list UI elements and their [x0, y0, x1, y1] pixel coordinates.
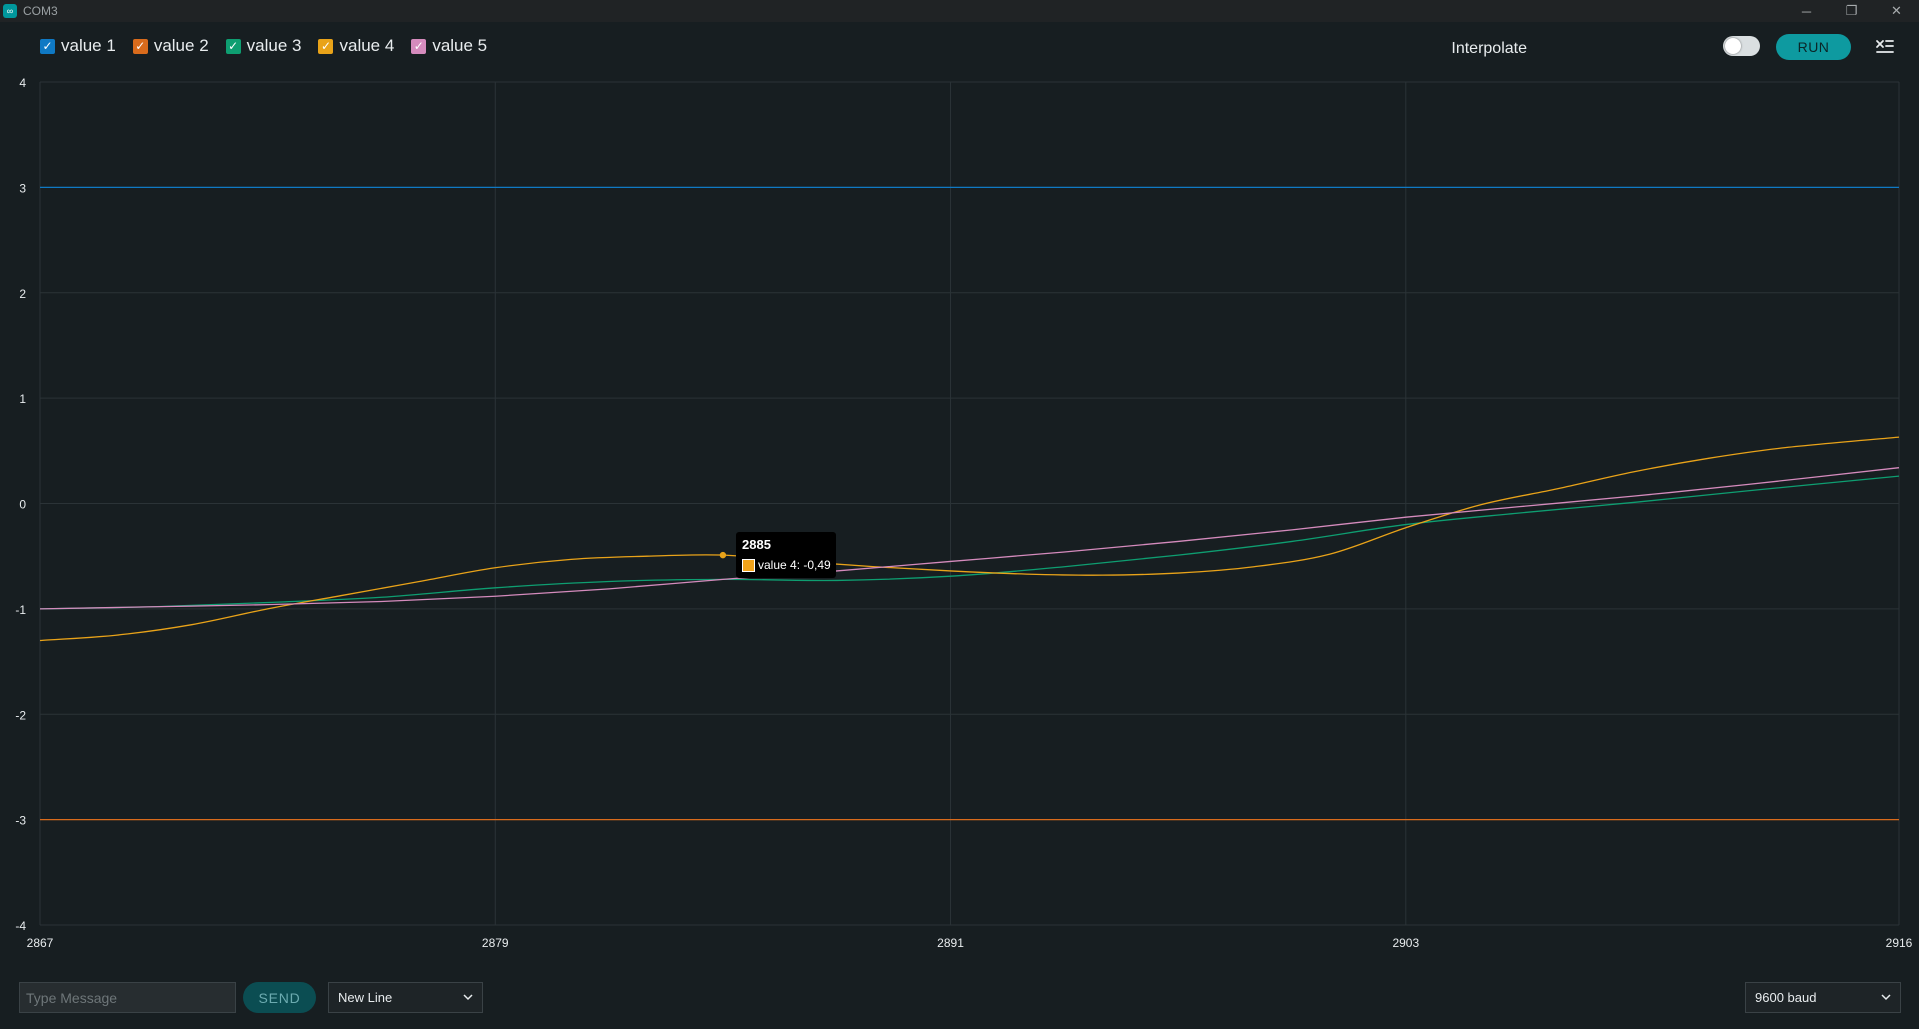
minimize-button[interactable]: ─: [1801, 3, 1812, 19]
checkbox-value-4[interactable]: ✓: [318, 38, 334, 54]
tooltip-swatch: [742, 558, 755, 572]
series-line-value-3: [39, 475, 1900, 610]
checkbox-value-5[interactable]: ✓: [411, 38, 427, 54]
legend-label: value 4: [339, 36, 395, 55]
checkbox-value-2[interactable]: ✓: [132, 38, 148, 54]
series-line-value-5: [39, 467, 1900, 610]
restore-button[interactable]: ❐: [1845, 3, 1858, 18]
x-tick-label: 2916: [1886, 936, 1913, 950]
y-tick-label: -1: [15, 603, 26, 617]
y-tick-label: 0: [19, 498, 26, 512]
line-ending-value: New Line: [338, 990, 393, 1005]
legend-label: value 5: [432, 36, 488, 55]
y-tick-label: 3: [19, 181, 26, 195]
legend-item-value-4[interactable]: ✓ value 4: [318, 36, 394, 56]
x-tick-label: 2903: [1392, 936, 1419, 950]
toggle-knob: [1725, 38, 1741, 54]
y-tick-label: 2: [19, 287, 26, 301]
y-tick-label: -3: [15, 814, 26, 828]
close-button[interactable]: ✕: [1891, 3, 1902, 18]
clear-list-icon[interactable]: [1875, 37, 1895, 57]
y-tick-label: 1: [19, 392, 26, 406]
tooltip-title: 2885: [742, 537, 771, 552]
tooltip-value: value 4: -0,49: [758, 558, 831, 572]
legend-label: value 3: [246, 36, 302, 55]
legend-item-value-2[interactable]: ✓ value 2: [132, 36, 209, 56]
send-button[interactable]: SEND: [243, 982, 316, 1013]
legend-item-value-1[interactable]: ✓ value 1: [40, 36, 116, 56]
checkbox-value-1[interactable]: ✓: [40, 38, 55, 54]
legend-item-value-3[interactable]: ✓ value 3: [225, 36, 302, 56]
x-tick-label: 2867: [27, 936, 54, 950]
legend-item-value-5[interactable]: ✓ value 5: [411, 36, 487, 56]
interpolate-label: Interpolate: [1451, 40, 1527, 57]
line-ending-select[interactable]: New Line: [328, 982, 483, 1013]
tooltip-row: value 4: -0,49: [742, 558, 831, 572]
title-bar: ∞ COM3 ─ ❐ ✕: [0, 0, 1919, 22]
legend-label: value 2: [153, 36, 209, 55]
x-tick-label: 2891: [937, 936, 964, 950]
window-title: COM3: [23, 4, 58, 18]
series-line-value-4: [39, 436, 1900, 642]
toolbar-right: Interpolate RUN: [1319, 34, 1919, 64]
chevron-down-icon: [463, 994, 473, 1001]
series-legend: ✓ value 1 ✓ value 2 ✓ value 3 ✓ value 4 …: [40, 36, 504, 56]
baud-rate-value: 9600 baud: [1755, 990, 1817, 1005]
checkbox-value-3[interactable]: ✓: [225, 38, 241, 54]
y-tick-label: 4: [19, 76, 26, 90]
chevron-down-icon: [1881, 994, 1891, 1001]
baud-rate-select[interactable]: 9600 baud: [1745, 982, 1901, 1013]
arduino-app-icon: ∞: [3, 4, 17, 18]
hover-point-marker: [719, 551, 727, 559]
window-controls: ─ ❐ ✕: [1784, 0, 1919, 22]
message-input[interactable]: [19, 982, 236, 1013]
interpolate-toggle[interactable]: [1723, 36, 1760, 56]
run-button[interactable]: RUN: [1776, 34, 1851, 60]
y-tick-label: -2: [15, 708, 26, 722]
x-tick-label: 2879: [482, 936, 509, 950]
legend-label: value 1: [61, 36, 116, 55]
y-tick-label: -4: [15, 919, 26, 933]
bottom-bar: SEND New Line 9600 baud: [0, 980, 1919, 1020]
data-tooltip: 2885 value 4: -0,49: [736, 532, 836, 578]
